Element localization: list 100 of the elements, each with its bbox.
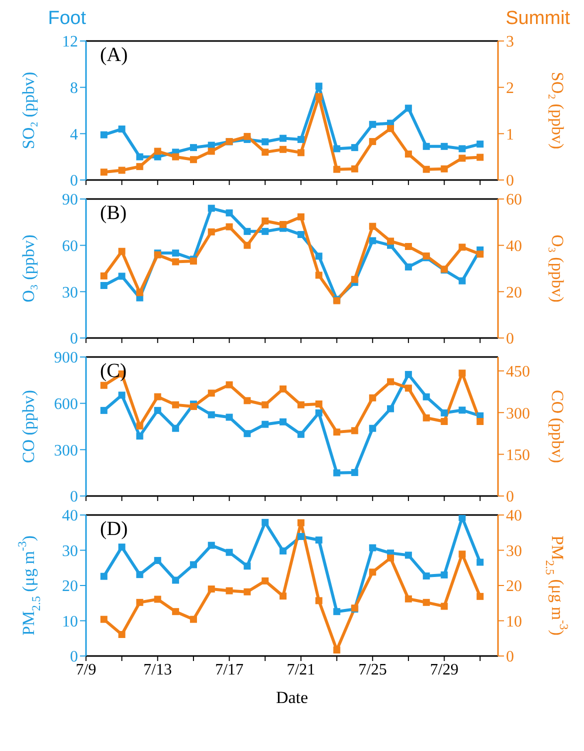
point [369, 138, 376, 146]
point [404, 595, 412, 602]
y2-tick-label: 20 [506, 284, 522, 302]
point [262, 401, 269, 408]
point [208, 390, 215, 397]
point [351, 427, 358, 434]
point [476, 250, 484, 258]
point [476, 592, 484, 600]
y-tick-label: 90 [62, 192, 78, 209]
point [422, 142, 430, 150]
point [458, 145, 466, 152]
x-tick-label: 7/29 [430, 661, 458, 678]
chart-title: (A) [100, 44, 128, 67]
y2-tick-label: 0 [506, 648, 514, 666]
point [369, 120, 376, 128]
point [315, 400, 322, 408]
point [100, 272, 108, 280]
point [369, 394, 376, 402]
point [154, 596, 162, 603]
y-axis-title: O₃ (ppbv) [18, 234, 38, 302]
y-tick-label: 12 [62, 34, 78, 51]
point [333, 469, 340, 476]
point [351, 469, 358, 476]
chart-title: (C) [100, 360, 127, 383]
point [118, 630, 126, 638]
point [297, 231, 304, 238]
y2-tick-label: 0 [506, 172, 514, 190]
point [136, 432, 144, 440]
point [458, 370, 466, 377]
point [226, 587, 233, 594]
point [208, 204, 215, 212]
point [208, 228, 215, 236]
point [458, 515, 466, 521]
point [404, 104, 412, 112]
point [118, 248, 126, 255]
point [333, 145, 340, 152]
point [476, 154, 484, 161]
point [369, 222, 376, 230]
point [100, 382, 108, 389]
point [404, 263, 412, 270]
point [208, 148, 215, 155]
point [440, 602, 448, 610]
point [208, 411, 215, 418]
y2-tick-label: 40 [506, 508, 522, 525]
point [297, 533, 304, 540]
point [118, 166, 126, 174]
point [297, 430, 304, 438]
point [315, 82, 322, 90]
point [297, 149, 304, 156]
point [351, 276, 358, 283]
point [351, 144, 358, 152]
point [226, 414, 233, 421]
x-tick-label: 7/17 [215, 661, 244, 678]
point [154, 556, 162, 564]
point [297, 519, 304, 526]
point [262, 148, 269, 156]
point [404, 552, 412, 559]
point [440, 142, 448, 150]
y-tick-label: 4 [70, 126, 78, 144]
point [100, 131, 108, 138]
point [190, 144, 197, 152]
point [280, 146, 287, 153]
point [154, 148, 162, 155]
point [226, 548, 233, 556]
point [369, 544, 376, 552]
y2-tick-label: 30 [506, 542, 522, 560]
y2-tick-label: 1 [506, 126, 514, 144]
y2-tick-label: 450 [506, 364, 530, 381]
x-axis-title: Date [276, 688, 308, 707]
y2-tick-label: 300 [506, 405, 530, 422]
point [190, 616, 197, 623]
y-tick-label: 0 [70, 172, 78, 190]
y-axis-title: SO₂ (ppbv) [18, 72, 38, 150]
y-tick-label: 0 [70, 488, 78, 506]
y2-axis-title: CO (ppbv) [548, 390, 568, 464]
point [440, 418, 448, 425]
y-axis-title: CO (ppbv) [18, 390, 38, 464]
y-tick-label: 8 [70, 80, 78, 98]
point [422, 598, 430, 606]
point [172, 424, 180, 432]
point [458, 244, 466, 251]
y2-tick-label: 10 [506, 613, 522, 630]
point [262, 228, 269, 235]
point [136, 163, 144, 170]
y2-tick-label: 2 [506, 80, 514, 98]
point [118, 126, 126, 133]
chart-title: (D) [100, 518, 128, 541]
point [244, 562, 251, 570]
point [333, 166, 340, 173]
point [297, 401, 304, 408]
point [172, 608, 180, 616]
point [262, 138, 269, 146]
point [458, 406, 466, 414]
point [208, 542, 215, 549]
chart-title: (B) [100, 202, 127, 225]
y-tick-label: 30 [62, 542, 78, 560]
point [172, 576, 180, 584]
y-tick-label: 900 [54, 350, 78, 367]
text: Foot [48, 8, 86, 30]
point [422, 572, 430, 580]
